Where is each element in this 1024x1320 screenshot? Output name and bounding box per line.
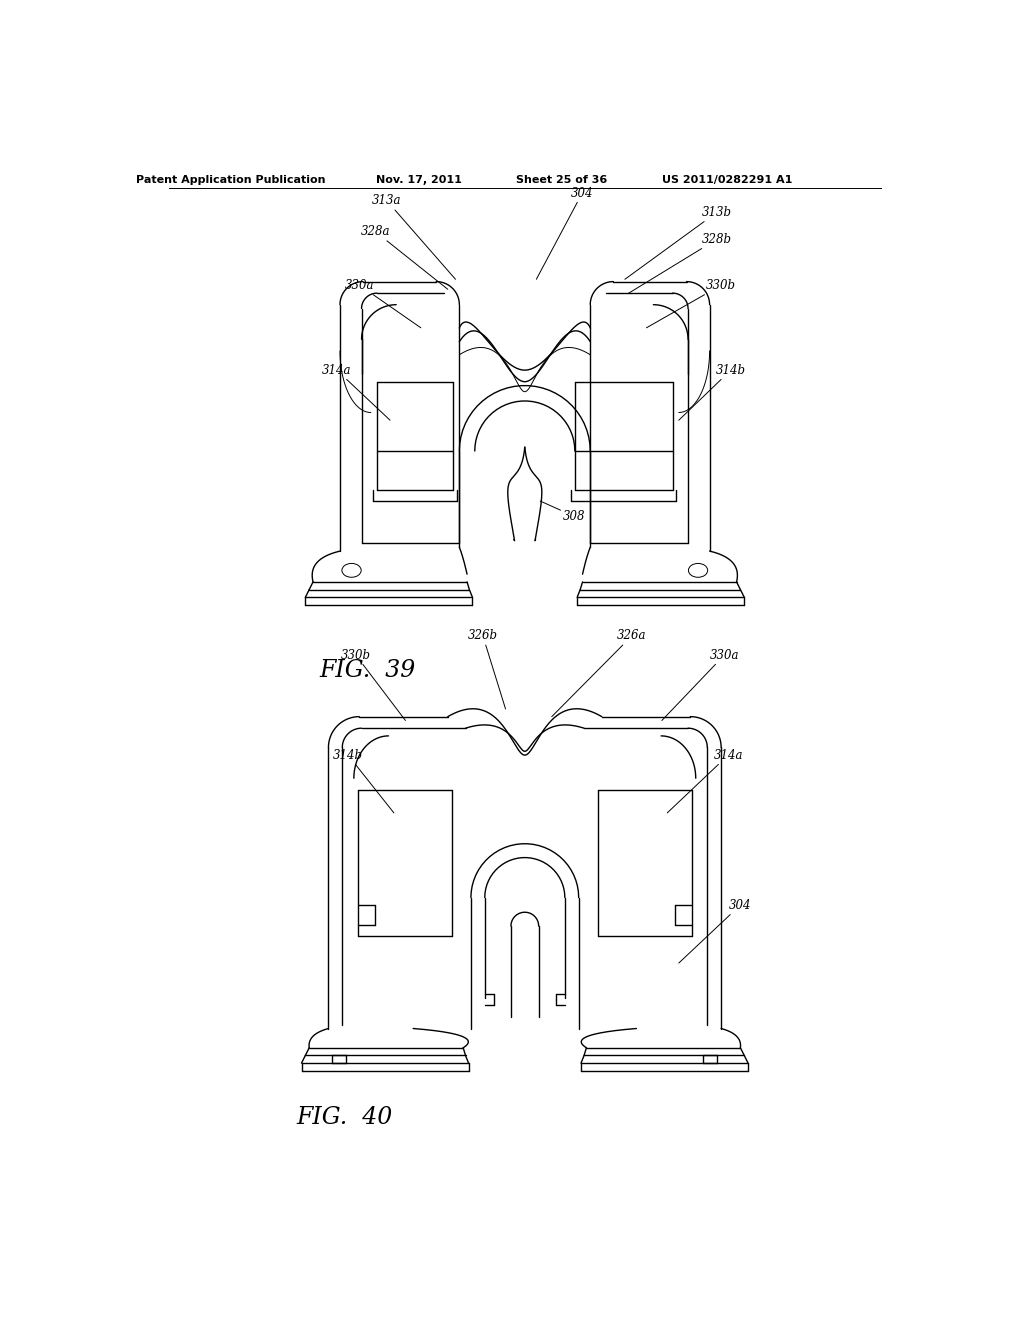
Text: 314b: 314b xyxy=(333,748,394,813)
Text: 314b: 314b xyxy=(679,363,745,420)
Text: 330b: 330b xyxy=(341,648,406,721)
Text: Nov. 17, 2011: Nov. 17, 2011 xyxy=(377,176,462,185)
Text: 314a: 314a xyxy=(668,748,743,813)
Text: 304: 304 xyxy=(537,186,594,280)
Text: 313a: 313a xyxy=(372,194,456,280)
Text: 326a: 326a xyxy=(552,630,647,717)
Text: FIG.  39: FIG. 39 xyxy=(319,659,416,682)
Text: 330a: 330a xyxy=(345,279,421,327)
Text: US 2011/0282291 A1: US 2011/0282291 A1 xyxy=(663,176,793,185)
Text: Patent Application Publication: Patent Application Publication xyxy=(136,176,326,185)
Text: 313b: 313b xyxy=(625,206,732,280)
Text: 326b: 326b xyxy=(468,630,506,709)
Text: 328b: 328b xyxy=(629,232,732,293)
Text: 304: 304 xyxy=(679,899,752,964)
Text: 314a: 314a xyxy=(323,363,390,420)
Text: Sheet 25 of 36: Sheet 25 of 36 xyxy=(516,176,607,185)
Text: 330b: 330b xyxy=(646,279,736,327)
Text: 328a: 328a xyxy=(360,224,447,289)
Text: 308: 308 xyxy=(541,502,586,523)
Text: FIG.  40: FIG. 40 xyxy=(296,1106,392,1129)
Text: 330a: 330a xyxy=(662,648,739,721)
